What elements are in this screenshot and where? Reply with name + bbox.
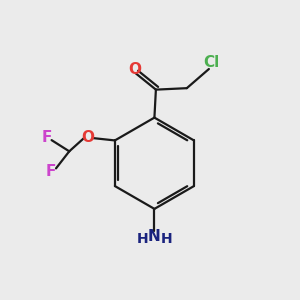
Text: N: N — [148, 229, 161, 244]
Text: F: F — [46, 164, 56, 179]
Text: Cl: Cl — [203, 55, 219, 70]
Text: O: O — [128, 62, 141, 77]
Text: H: H — [160, 232, 172, 246]
Text: F: F — [42, 130, 52, 145]
Text: H: H — [137, 232, 148, 246]
Text: O: O — [81, 130, 94, 145]
